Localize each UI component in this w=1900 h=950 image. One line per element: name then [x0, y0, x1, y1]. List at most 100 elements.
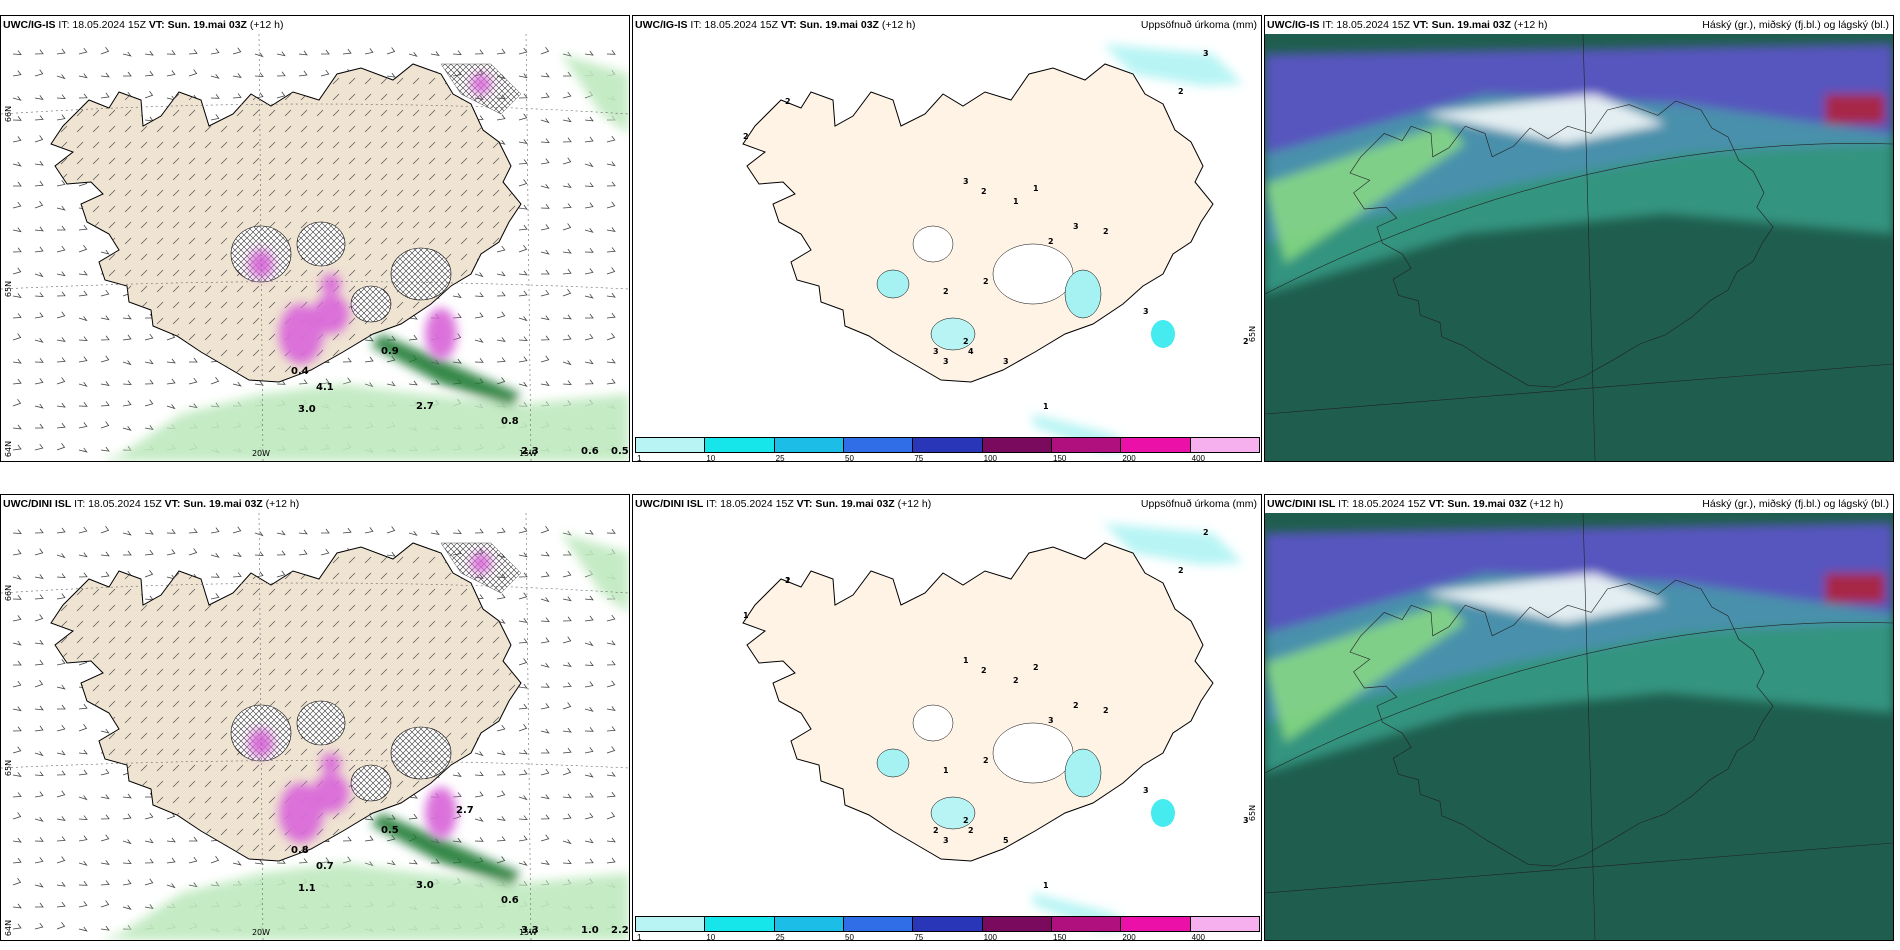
- colorbar: 1 10 25 50 75 100 150 200 400: [635, 916, 1260, 940]
- colorbar-segment: [912, 916, 983, 932]
- colorbar-segment: [704, 437, 775, 453]
- colorbar-tick: 75: [914, 933, 924, 941]
- panel-header: UWC/DINI ISL IT: 18.05.2024 15Z VT: Sun.…: [3, 498, 300, 510]
- accum-value-label: 2: [1103, 227, 1109, 236]
- accum-value-label: 2: [963, 816, 969, 825]
- colorbar-segment: [635, 916, 706, 932]
- accum-value-label: 1: [1043, 881, 1049, 890]
- lat-label: 65N: [4, 760, 13, 776]
- precip-value-label: 0.5: [611, 446, 629, 457]
- accum-value-label: 2: [743, 132, 749, 141]
- domain-boundaries: [1265, 34, 1893, 461]
- precip-value-label: 2.7: [456, 805, 474, 816]
- accum-value-label: 1: [963, 656, 969, 665]
- lat-label: 65N: [1248, 326, 1257, 342]
- accum-value-label: 3: [1143, 307, 1149, 316]
- colorbar-segment: [1051, 916, 1122, 932]
- lat-label: 66N: [4, 585, 13, 601]
- accum-value-label: 5: [1003, 836, 1009, 845]
- accum-precip-map: 65N2223321132222234333152: [742, 44, 1257, 452]
- colorbar-segment: [635, 437, 706, 453]
- clouds-map: [1265, 513, 1893, 940]
- precip-value-label: 4.1: [316, 382, 334, 393]
- precip-value-label: 2.3: [521, 446, 539, 457]
- accum-value-label: 1: [1043, 402, 1049, 411]
- lon-label: 20W: [252, 928, 270, 937]
- accum-value-label: 3: [1048, 716, 1054, 725]
- accum-value-label: 3: [1143, 786, 1149, 795]
- accum-precip-map: 65N21221222223212223531431: [742, 523, 1257, 931]
- accum-value-label: 2: [943, 287, 949, 296]
- accum-value-label: 2: [1203, 528, 1209, 537]
- colorbar-tick: 10: [706, 454, 716, 462]
- panel-right-title: Háský (gr.), miðský (fj.bl.) og lágský (…: [1702, 19, 1889, 31]
- precip-areas: [876, 225, 1175, 351]
- accum-value-label: 2: [1048, 237, 1054, 246]
- precip-value-label: 2.7: [416, 401, 434, 412]
- colorbar-tick: 25: [775, 933, 785, 941]
- accum-value-label: 3: [943, 357, 949, 366]
- iceland-land: [742, 542, 1214, 862]
- colorbar-tick: 100: [983, 933, 998, 941]
- accum-value-label: 1: [743, 611, 749, 620]
- precip-value-label: 0.4: [291, 366, 309, 377]
- colorbar-segment: [773, 916, 844, 932]
- panel-clouds-igis: UWC/IG-IS IT: 18.05.2024 15Z VT: Sun. 19…: [1264, 15, 1894, 462]
- colorbar-tick: 100: [983, 454, 998, 462]
- lon-label: 15W: [519, 928, 537, 937]
- panel-header: UWC/IG-IS IT: 18.05.2024 15Z VT: Sun. 19…: [3, 19, 284, 31]
- precip-areas: [876, 704, 1175, 830]
- accum-value-label: 2: [933, 826, 939, 835]
- snow-areas: [249, 74, 491, 364]
- colorbar-tick: 25: [775, 454, 785, 462]
- colorbar-tick: 1: [637, 454, 642, 462]
- colorbar-tick: 10: [706, 933, 716, 941]
- wind-precip-map: 66N 65N 64N 20W 15W 3.0 0.6 0.71.1 3.3 1.0 2.2 0.8 0…: [1, 513, 629, 940]
- colorbar-tick: 150: [1053, 454, 1067, 462]
- accum-value-label: 2: [968, 826, 974, 835]
- accum-value-label: 2: [981, 187, 987, 196]
- accum-value-label: 3: [1203, 49, 1209, 58]
- precip-value-label: 1.1: [298, 883, 316, 894]
- clouds-map: [1265, 34, 1893, 461]
- precip-value-label: 0.9: [381, 346, 399, 357]
- colorbar-tick: 150: [1053, 933, 1067, 941]
- accum-value-label: 2: [981, 666, 987, 675]
- precip-value-label: 0.7: [316, 861, 334, 872]
- colorbar-segment: [1051, 437, 1122, 453]
- accum-value-label: 2: [963, 337, 969, 346]
- colorbar-tick: 50: [845, 454, 854, 462]
- panel-wind-precip-dini: 66N 65N 64N 20W 15W 3.0 0.6 0.7 1.1 3.3 1.0 2.2 0.8 0…: [0, 494, 630, 941]
- panel-right-title: Uppsöfnuð úrkoma (mm): [1140, 498, 1257, 510]
- accum-value-label: 2: [1013, 676, 1019, 685]
- colorbar-segment: [981, 916, 1052, 932]
- colorbar-segment: [843, 437, 914, 453]
- panel-accum-precip-igis: 65N2223321132222234333152110255075100150…: [632, 15, 1262, 462]
- panel-clouds-dini: UWC/DINI ISL IT: 18.05.2024 15Z VT: Sun.…: [1264, 494, 1894, 941]
- accum-value-label: 2: [1073, 701, 1079, 710]
- precip-value-label: 3.3: [521, 925, 539, 936]
- precip-value-label: 0.5: [381, 825, 399, 836]
- colorbar-segment: [981, 437, 1052, 453]
- iceland-land: [742, 63, 1214, 383]
- precip-value-label: 1.0: [581, 925, 599, 936]
- precip-value-label: 0.8: [291, 845, 309, 856]
- colorbar-tick: 200: [1122, 454, 1136, 462]
- accum-value-label: 2: [1033, 663, 1039, 672]
- accum-value-label: 3: [1003, 357, 1009, 366]
- colorbar-segment: [773, 437, 844, 453]
- graticule: [1, 513, 629, 940]
- lat-label: 65N: [1248, 805, 1257, 821]
- accum-value-label: 2: [1103, 706, 1109, 715]
- colorbar-tick: 75: [914, 454, 924, 462]
- precip-value-label: 0.6: [501, 895, 519, 906]
- precip-value-label: 3.0: [298, 404, 316, 415]
- colorbar-tick: 400: [1191, 933, 1206, 941]
- precip-shading: [101, 533, 629, 940]
- colorbar-segment: [1189, 437, 1260, 453]
- panel-right-title: Uppsöfnuð úrkoma (mm): [1140, 19, 1257, 31]
- iceland-land: [50, 542, 522, 862]
- graticule: [1, 34, 629, 461]
- colorbar-tick: 50: [845, 933, 854, 941]
- colorbar-segment: [912, 437, 983, 453]
